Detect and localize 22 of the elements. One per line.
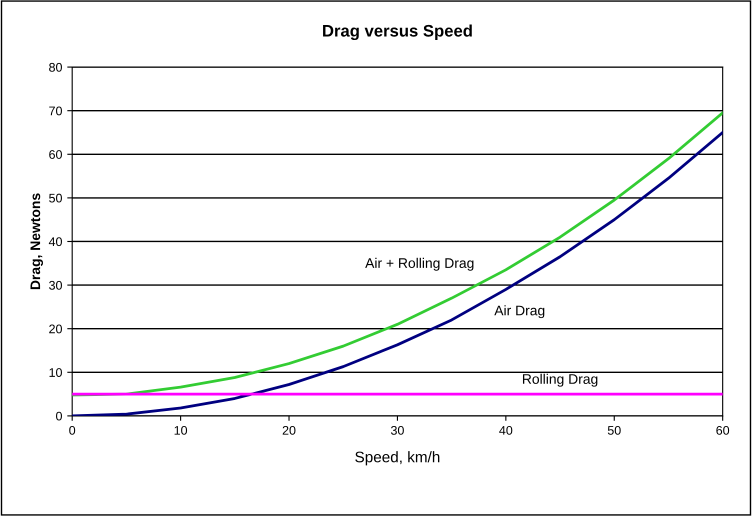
y-tick-label: 30 xyxy=(49,280,62,290)
series-label: Air + Rolling Drag xyxy=(365,258,474,271)
x-tick-label: 50 xyxy=(608,426,621,435)
x-tick-label: 20 xyxy=(282,426,296,435)
x-axis-title: Speed, km/h xyxy=(355,451,440,466)
x-tick-label: 0 xyxy=(69,426,76,435)
series-label: Rolling Drag xyxy=(522,374,598,387)
x-tick-label: 30 xyxy=(390,426,404,435)
y-axis-title: Drag, Newtons xyxy=(30,193,44,290)
y-tick-label: 60 xyxy=(49,150,62,159)
x-tick-label: 10 xyxy=(174,426,188,435)
y-tick-label: 20 xyxy=(49,324,62,334)
chart-title: Drag versus Speed xyxy=(323,24,472,40)
y-tick-label: 70 xyxy=(49,106,62,116)
y-tick-label: 80 xyxy=(49,62,62,72)
y-tick-label: 0 xyxy=(56,412,62,421)
x-tick-label: 60 xyxy=(716,426,730,435)
y-tick-label: 10 xyxy=(50,368,62,377)
x-tick-label: 40 xyxy=(499,426,512,435)
y-tick-label: 50 xyxy=(49,194,62,203)
y-tick-label: 40 xyxy=(48,237,62,246)
series-label: Air Drag xyxy=(494,305,544,318)
